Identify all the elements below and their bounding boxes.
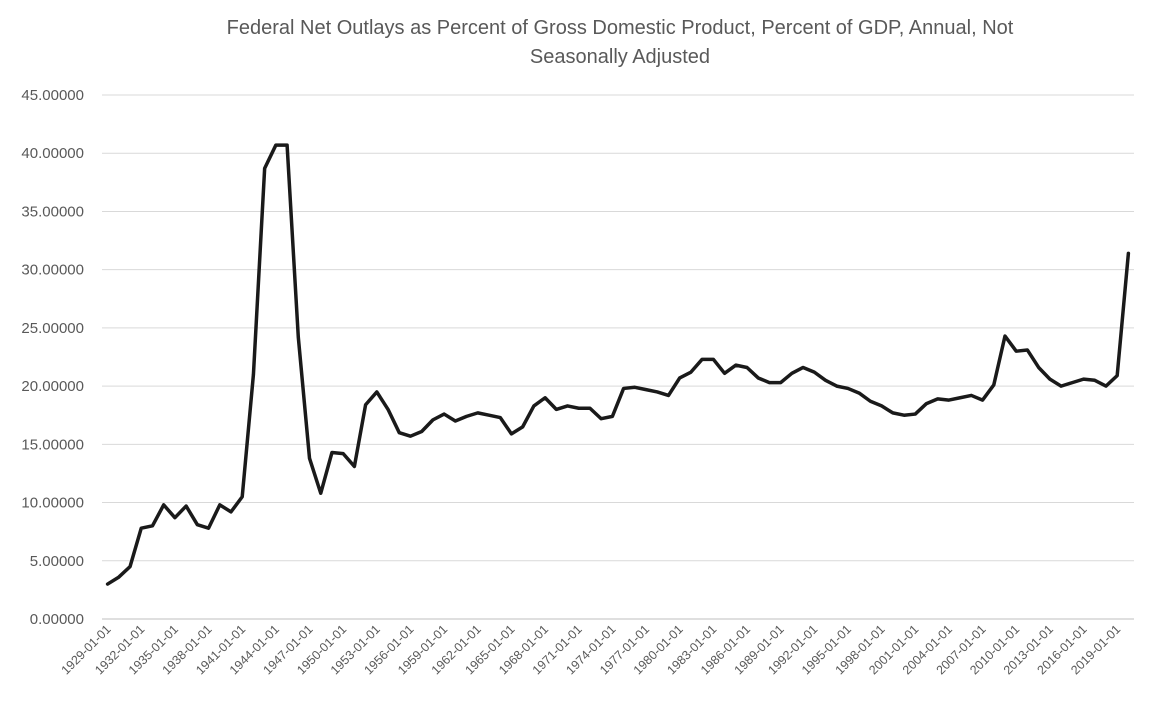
y-axis-ticks: 0.00000 5.00000 10.00000 15.00000 20.00000 25…: [21, 87, 84, 628]
y-tick-label: 30.00000: [21, 262, 84, 279]
chart-title: Federal Net Outlays as Percent of Gross …: [100, 14, 1140, 72]
series-line: [105, 143, 1131, 586]
y-tick-label: 0.00000: [30, 611, 84, 628]
y-tick-label: 20.00000: [21, 378, 84, 395]
y-tick-label: 15.00000: [21, 436, 84, 453]
y-tick-label: 5.00000: [30, 553, 84, 570]
y-tick-label: 25.00000: [21, 320, 84, 337]
series-layer: [105, 143, 1131, 586]
chart-title-line1: Federal Net Outlays as Percent of Gross …: [226, 17, 1014, 39]
y-tick-label: 10.00000: [21, 495, 84, 512]
x-axis-ticks: 1929-01-011932-01-011935-01-011938-01-01…: [59, 622, 1124, 677]
y-tick-label: 40.00000: [21, 145, 84, 162]
gridlines: [102, 94, 1134, 620]
y-tick-label: 45.00000: [21, 87, 84, 104]
chart-title-line2: Seasonally Adjusted: [529, 46, 711, 68]
y-tick-label: 35.00000: [21, 203, 84, 220]
